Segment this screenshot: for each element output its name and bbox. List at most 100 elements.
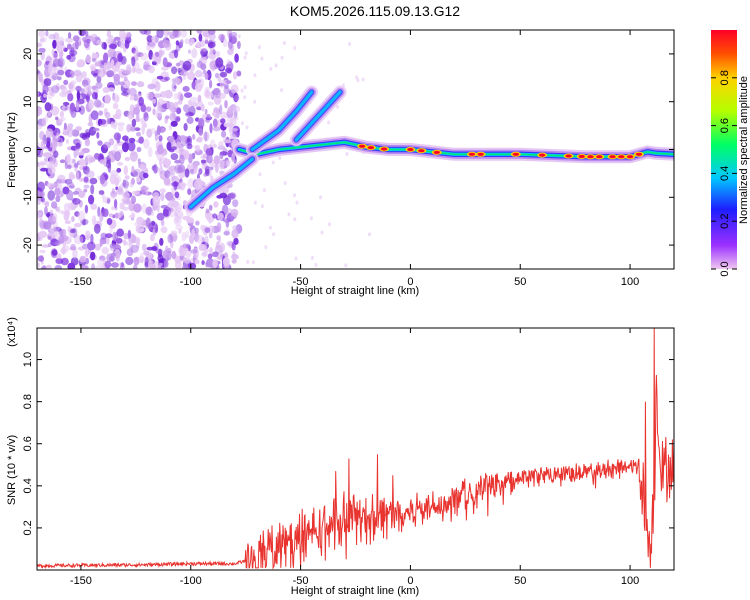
noise-blob [94, 243, 101, 251]
noise-blob [139, 30, 148, 35]
noise-blob [122, 191, 130, 199]
noise-blob [60, 257, 69, 266]
noise-blob [196, 234, 204, 244]
noise-blob [158, 135, 163, 142]
noise-blob [66, 43, 72, 50]
noise-blob [264, 245, 268, 250]
noise-blob [293, 217, 297, 222]
noise-blob [94, 152, 100, 160]
x-tick-label: -150 [70, 276, 92, 288]
noise-blob [201, 260, 205, 266]
noise-blob [65, 139, 70, 144]
noise-blob [37, 59, 42, 67]
spectrogram-y-axis-label: Frequency (Hz) [6, 112, 18, 188]
noise-blob [81, 79, 89, 88]
noise-blob [162, 57, 168, 67]
noise-blob [107, 87, 115, 92]
noise-blob [124, 138, 129, 149]
noise-blob [113, 132, 122, 141]
noise-blob [213, 87, 222, 99]
noise-blob [59, 111, 65, 118]
noise-blob [104, 111, 111, 119]
noise-blob [186, 143, 193, 150]
hot-spot [618, 155, 625, 159]
noise-blob [274, 63, 278, 68]
noise-blob [213, 155, 221, 165]
hot-spot [626, 155, 634, 159]
noise-blob [110, 59, 115, 70]
noise-blob [64, 220, 72, 225]
noise-blob [327, 120, 331, 125]
noise-blob [111, 206, 115, 211]
noise-blob [133, 203, 142, 213]
noise-blob [283, 181, 287, 186]
noise-blob [206, 258, 215, 268]
noise-blob [191, 228, 196, 239]
noise-blob [200, 63, 207, 71]
noise-blob [129, 151, 138, 162]
noise-blob [198, 127, 204, 136]
noise-blob [83, 184, 90, 189]
noise-blob [109, 243, 117, 249]
noise-blob [244, 51, 248, 56]
noise-blob [55, 83, 61, 91]
noise-blob [231, 37, 237, 45]
noise-blob [204, 108, 208, 115]
noise-blob [194, 259, 200, 265]
colorbar-tick-label: 0.4 [719, 166, 731, 181]
noise-blob [191, 101, 197, 107]
noise-blob [138, 136, 144, 144]
noise-blob [51, 249, 58, 256]
noise-blob [86, 170, 95, 178]
noise-blob [87, 90, 93, 96]
noise-blob [105, 236, 110, 245]
noise-blob [113, 198, 118, 209]
noise-blob [197, 94, 202, 103]
noise-blob [91, 92, 98, 100]
noise-blob [204, 72, 209, 80]
noise-blob [227, 106, 233, 115]
noise-blob [217, 212, 224, 221]
noise-blob [90, 65, 96, 72]
noise-blob [146, 128, 153, 138]
colorbar-tick-label: 0.8 [719, 70, 731, 85]
noise-blob [68, 49, 78, 56]
noise-blob [229, 122, 234, 128]
noise-blob [253, 73, 257, 78]
noise-blob [262, 188, 266, 193]
noise-blob [178, 145, 184, 154]
noise-blob [136, 81, 145, 88]
noise-blob [216, 235, 221, 241]
noise-blob [218, 141, 224, 149]
noise-blob [224, 100, 228, 109]
noise-blob [147, 146, 153, 158]
noise-blob [243, 55, 247, 60]
noise-blob [174, 49, 179, 59]
noise-blob [178, 228, 182, 234]
noise-blob [182, 60, 192, 71]
hot-spot [609, 155, 616, 159]
noise-blob [148, 65, 155, 74]
noise-blob [187, 217, 195, 226]
noise-blob [83, 176, 89, 183]
noise-blob [47, 147, 53, 152]
noise-blob [132, 168, 141, 178]
noise-blob [108, 151, 113, 160]
noise-blob [184, 92, 193, 98]
noise-blob [225, 67, 233, 74]
noise-blob [170, 120, 178, 127]
noise-blob [186, 116, 194, 124]
noise-blob [102, 208, 109, 217]
noise-blob [151, 246, 158, 251]
noise-blob [158, 171, 163, 177]
noise-blob [67, 225, 71, 233]
noise-blob [122, 79, 131, 89]
noise-blob [163, 177, 171, 186]
noise-blob [70, 80, 77, 85]
noise-blob [191, 48, 198, 59]
noise-blob [40, 140, 46, 150]
noise-blob [150, 234, 155, 242]
noise-blob [45, 30, 49, 37]
noise-blob [160, 226, 168, 234]
noise-blob [75, 40, 79, 50]
